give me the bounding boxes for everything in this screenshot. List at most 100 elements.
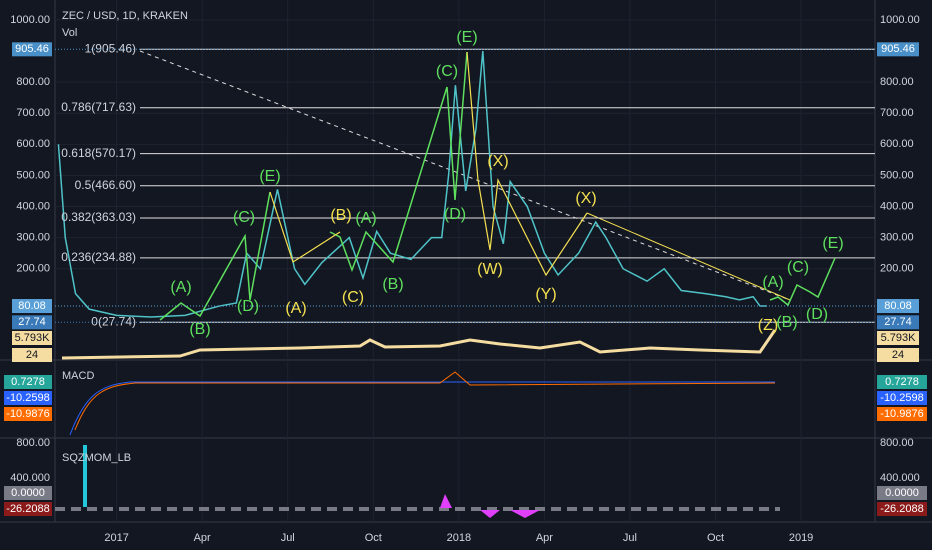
fib-label: 0.786(717.63) [61, 100, 136, 114]
fib-label: 0.382(363.03) [61, 210, 136, 224]
wave-label: (Z) [758, 317, 778, 334]
y-tick-label: 300.00 [16, 232, 50, 244]
x-tick-label: Oct [707, 532, 724, 544]
volume-label-box [877, 348, 919, 362]
signal-line [74, 371, 776, 431]
y-tick-label: 400.00 [16, 200, 50, 212]
macd-label-box [4, 375, 52, 389]
x-tick-label: 2019 [789, 532, 813, 544]
wave-line [159, 191, 271, 321]
macd-line [69, 381, 775, 436]
wave-label: (E) [259, 168, 280, 185]
price-label-box [877, 42, 919, 57]
price-label: 27.74 [884, 316, 912, 328]
volume-label-box [877, 331, 919, 345]
fib-label: 0.618(570.17) [61, 146, 136, 160]
momentum-area [440, 494, 540, 518]
volume-label: 5.793K [881, 332, 917, 344]
squeeze-label-box [877, 502, 927, 516]
price-label-box [12, 315, 52, 330]
pane-title: MACD [62, 370, 94, 382]
y-tick-label: 1000.00 [10, 14, 50, 26]
wave-label: (A) [355, 210, 376, 227]
wave-label: (A) [170, 279, 191, 296]
macd-label: -10.2598 [6, 392, 49, 404]
wave-label: (A) [285, 300, 306, 317]
squeeze-label-box [877, 486, 927, 500]
grid [55, 0, 875, 522]
wave-line [329, 51, 468, 273]
price-label: 80.08 [884, 300, 912, 312]
price-label: 80.08 [18, 300, 46, 312]
wave-label: (C) [233, 209, 255, 226]
x-tick-label: Jul [623, 532, 637, 544]
wave-label: (D) [444, 206, 466, 223]
y-tick-label: 500.00 [880, 169, 914, 181]
x-tick-label: 2018 [447, 532, 471, 544]
wave-label: (D) [806, 306, 828, 323]
squeeze-label: -26.2088 [880, 503, 923, 515]
price-label: 905.46 [881, 43, 915, 55]
macd-label: 0.7278 [885, 376, 919, 388]
wave-label: (D) [237, 298, 259, 315]
wave-label: (B) [189, 321, 210, 338]
wave-line [769, 257, 836, 307]
wave-label: (W) [477, 261, 503, 278]
y-tick-label: 300.00 [880, 232, 914, 244]
macd-label: -10.2598 [880, 392, 923, 404]
wave-label: (B) [330, 207, 351, 224]
wave-label: (A) [762, 274, 783, 291]
volume-average [61, 329, 777, 360]
volume-label: 5.793K [15, 332, 51, 344]
wave-label: (C) [342, 289, 364, 306]
macd-label-box [877, 407, 927, 421]
wave-label: (B) [382, 276, 403, 293]
x-tick-label: Jul [281, 532, 295, 544]
pane-title: SQZMOM_LB [62, 452, 131, 464]
squeeze-label: -26.2088 [6, 503, 49, 515]
x-tick-label: 2017 [104, 532, 128, 544]
wave-label: (C) [787, 259, 809, 276]
macd-label-box [4, 391, 52, 405]
wave-line [466, 51, 588, 277]
macd-label-box [4, 407, 52, 421]
x-tick-label: Oct [365, 532, 382, 544]
fib-label: 0.5(466.60) [75, 178, 136, 192]
y-tick-label: 700.00 [880, 107, 914, 119]
y-tick-label: 700.00 [16, 107, 50, 119]
y-tick-label: 200.00 [880, 263, 914, 275]
price-pane [57, 48, 875, 323]
squeeze-tick: 800.00 [880, 437, 914, 449]
macd-label-box [877, 391, 927, 405]
macd-label: -10.9876 [6, 408, 49, 420]
fib-label: 0(27.74) [91, 314, 136, 328]
macd-label-box [877, 375, 927, 389]
y-tick-label: 600.00 [880, 138, 914, 150]
squeeze-tick: 400.000 [880, 472, 920, 484]
squeeze-tick: 400.000 [10, 472, 50, 484]
price-label-box [12, 299, 52, 314]
squeeze-label-box [4, 486, 52, 500]
wave-label: (C) [436, 63, 458, 80]
x-tick-label: Apr [536, 532, 553, 544]
price-label: 905.46 [15, 43, 49, 55]
fib-label: 0.236(234.88) [61, 250, 136, 264]
y-tick-label: 400.00 [880, 200, 914, 212]
price-label-box [12, 42, 52, 57]
wave-line [269, 191, 341, 263]
price-line [57, 50, 767, 318]
y-tick-label: 600.00 [16, 138, 50, 150]
wave-label: (E) [456, 29, 477, 46]
wave-label: (X) [487, 153, 508, 170]
macd-label: 0.7278 [11, 376, 45, 388]
price-label: 27.74 [18, 316, 46, 328]
squeeze-label-box [4, 502, 52, 516]
y-tick-label: 200.00 [16, 263, 50, 275]
wave-label: (B) [776, 314, 797, 331]
volume-label-box [12, 348, 52, 362]
price-label-box [877, 299, 919, 314]
y-tick-label: 1000.00 [880, 14, 920, 26]
